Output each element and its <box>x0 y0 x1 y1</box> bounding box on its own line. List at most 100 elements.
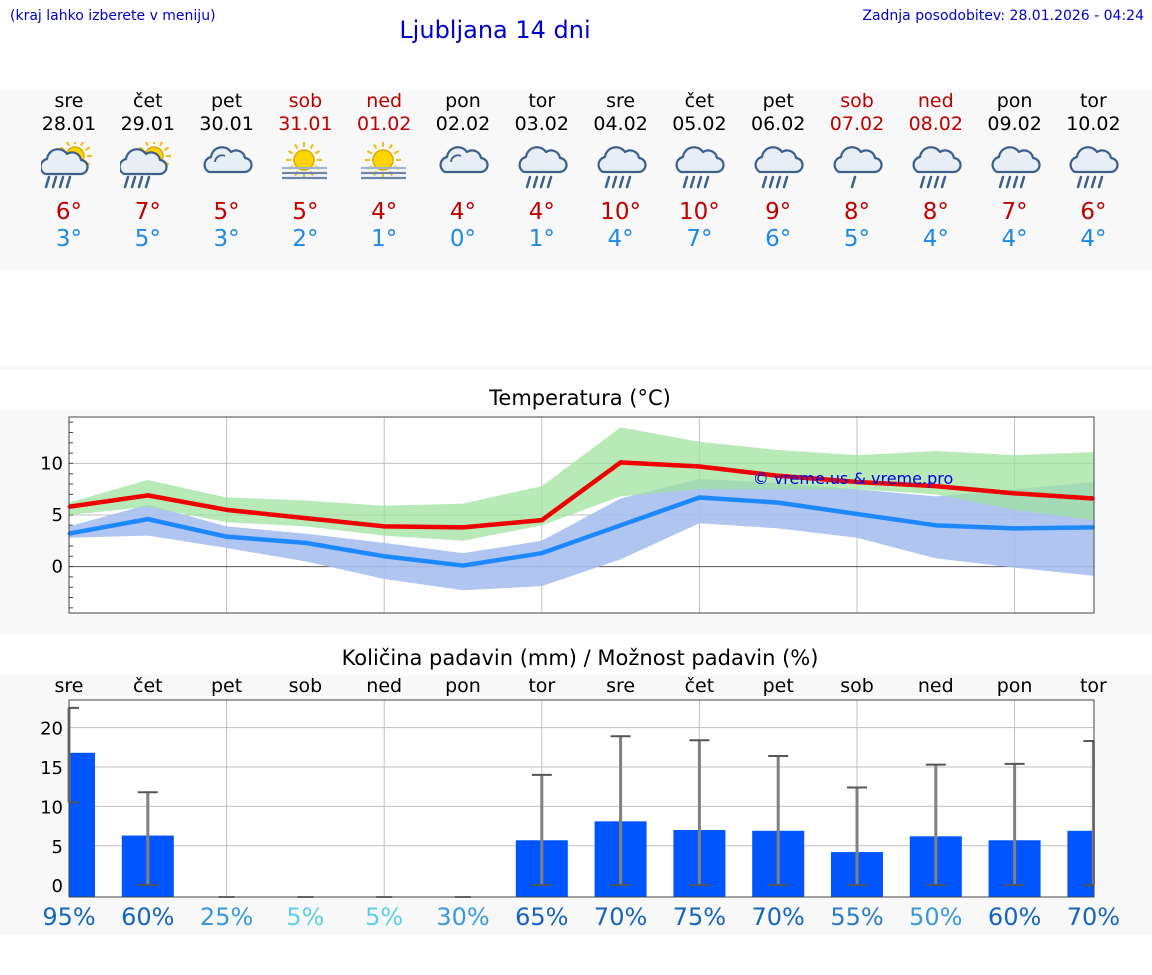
rain-drop <box>775 175 782 189</box>
icon-group <box>119 142 171 189</box>
min-temperature-point <box>697 495 701 499</box>
precipitation-day-label: ned <box>917 675 954 697</box>
icon-group <box>991 146 1041 189</box>
day-date: 10.02 <box>1066 113 1121 135</box>
cloud-shape <box>203 146 253 174</box>
precipitation-bar <box>1067 830 1094 897</box>
precipitation-day-label: čet <box>684 675 715 697</box>
max-temperature: 5° <box>292 199 319 225</box>
precipitation-day-label: pet <box>762 675 794 697</box>
rain-drop <box>123 175 130 189</box>
rain-drop <box>1077 175 1083 189</box>
y-tick-label: 5 <box>52 505 63 526</box>
max-temperature: 4° <box>449 199 477 225</box>
day-column: čet 29.01 7° 5° <box>98 90 198 254</box>
precipitation-probability: 70% <box>593 903 648 931</box>
precipitation-day-label: tor <box>1079 675 1107 697</box>
cloud-shape <box>597 146 647 174</box>
icon-group <box>912 146 962 189</box>
precipitation-chart: 0 5 10 15 20 sre čet pet sob ned pon tor sre čet pet s… <box>0 675 1152 935</box>
rain-drop <box>761 175 768 189</box>
cloud-shape <box>518 146 568 174</box>
min-temperature: 6° <box>765 226 792 252</box>
precipitation-probability: 70% <box>751 903 805 931</box>
min-temperature: 1° <box>528 226 555 252</box>
max-temperature: 4° <box>371 199 398 225</box>
min-temperature: 4° <box>1080 226 1107 252</box>
precipitation-day-label: pon <box>996 675 1033 697</box>
min-temperature: 3° <box>213 226 240 252</box>
y-tick-label: 15 <box>40 758 63 779</box>
cloud-shape <box>833 146 883 174</box>
max-temperature-point <box>382 524 386 528</box>
day-name: tor <box>528 90 556 112</box>
icon-group <box>439 146 489 174</box>
cloud-rain-light-icon <box>807 136 907 198</box>
precipitation-probability: 25% <box>199 903 254 931</box>
sun-ray <box>294 143 299 150</box>
precipitation-probability: 50% <box>909 903 963 931</box>
precipitation-day-label: sob <box>288 675 323 697</box>
rain-drop <box>137 175 144 189</box>
watermark: © vreme.us & vreme.pro <box>753 469 954 488</box>
max-temperature-range-band <box>69 427 1094 541</box>
day-date: 02.02 <box>435 113 491 135</box>
icon-group <box>1069 146 1119 189</box>
min-temperature: 5° <box>843 226 871 252</box>
cloud-shape <box>991 146 1041 174</box>
icon-group <box>282 142 328 180</box>
cloud-icon <box>177 136 277 198</box>
rain-drop <box>144 175 151 189</box>
precipitation-day-label: pon <box>445 675 481 697</box>
day-name: tor <box>1079 90 1107 112</box>
day-column: sob 31.01 5° 2° <box>255 90 355 254</box>
day-date: 05.02 <box>672 113 727 135</box>
cloud-icon <box>413 136 513 198</box>
day-column: pon 02.02 4° 0° <box>413 90 513 254</box>
y-tick-label: 0 <box>52 876 63 897</box>
min-temperature: 2° <box>292 226 319 252</box>
day-name: sre <box>54 90 84 112</box>
min-temperature: 3° <box>55 226 83 252</box>
min-temperature-point <box>776 501 780 505</box>
sun-disc <box>372 149 394 171</box>
day-column: pet 30.01 5° 3° <box>177 90 277 254</box>
max-temperature-point <box>1013 491 1017 495</box>
max-temperature-point <box>619 460 623 464</box>
min-temperature-range-band <box>69 478 1094 591</box>
day-name: čet <box>684 90 715 112</box>
cloud-shape <box>675 146 725 174</box>
rain-drop <box>44 175 51 189</box>
max-temperature: 10° <box>679 199 720 225</box>
day-date: 29.01 <box>120 113 175 135</box>
rain-drop <box>683 175 689 189</box>
day-name: sob <box>840 90 874 112</box>
sun-ray <box>80 142 85 147</box>
sun-ray <box>163 146 170 151</box>
min-temperature: 0° <box>449 226 477 252</box>
min-temperature-point <box>225 535 229 539</box>
cloud-shape <box>1069 146 1119 174</box>
sun-ray <box>373 143 378 150</box>
rain-drop <box>940 175 947 189</box>
rain-drop <box>1005 175 1011 189</box>
icon-group <box>41 142 92 189</box>
day-column: pet 06.02 9° 6° <box>728 90 828 254</box>
min-temperature-point <box>303 541 307 545</box>
day-date: 31.01 <box>278 113 333 135</box>
y-tick-label: 10 <box>40 453 63 474</box>
icon-group <box>597 146 647 189</box>
rain-drop <box>51 175 58 189</box>
rain-drop <box>532 175 539 189</box>
location-hint: (kraj lahko izberete v meniju) <box>10 8 216 24</box>
precipitation-probability: 60% <box>987 903 1042 931</box>
min-temperature: 7° <box>686 226 713 252</box>
day-column: sob 07.02 8° 5° <box>807 90 907 254</box>
rain-drop <box>768 175 775 189</box>
day-name: čet <box>133 90 163 112</box>
precipitation-probability: 5% <box>286 903 325 931</box>
day-column: sre 28.01 6° 3° <box>19 90 119 254</box>
cloud-detail <box>450 154 462 163</box>
cloud-rain-icon <box>728 136 828 198</box>
max-temperature-point <box>303 516 307 520</box>
